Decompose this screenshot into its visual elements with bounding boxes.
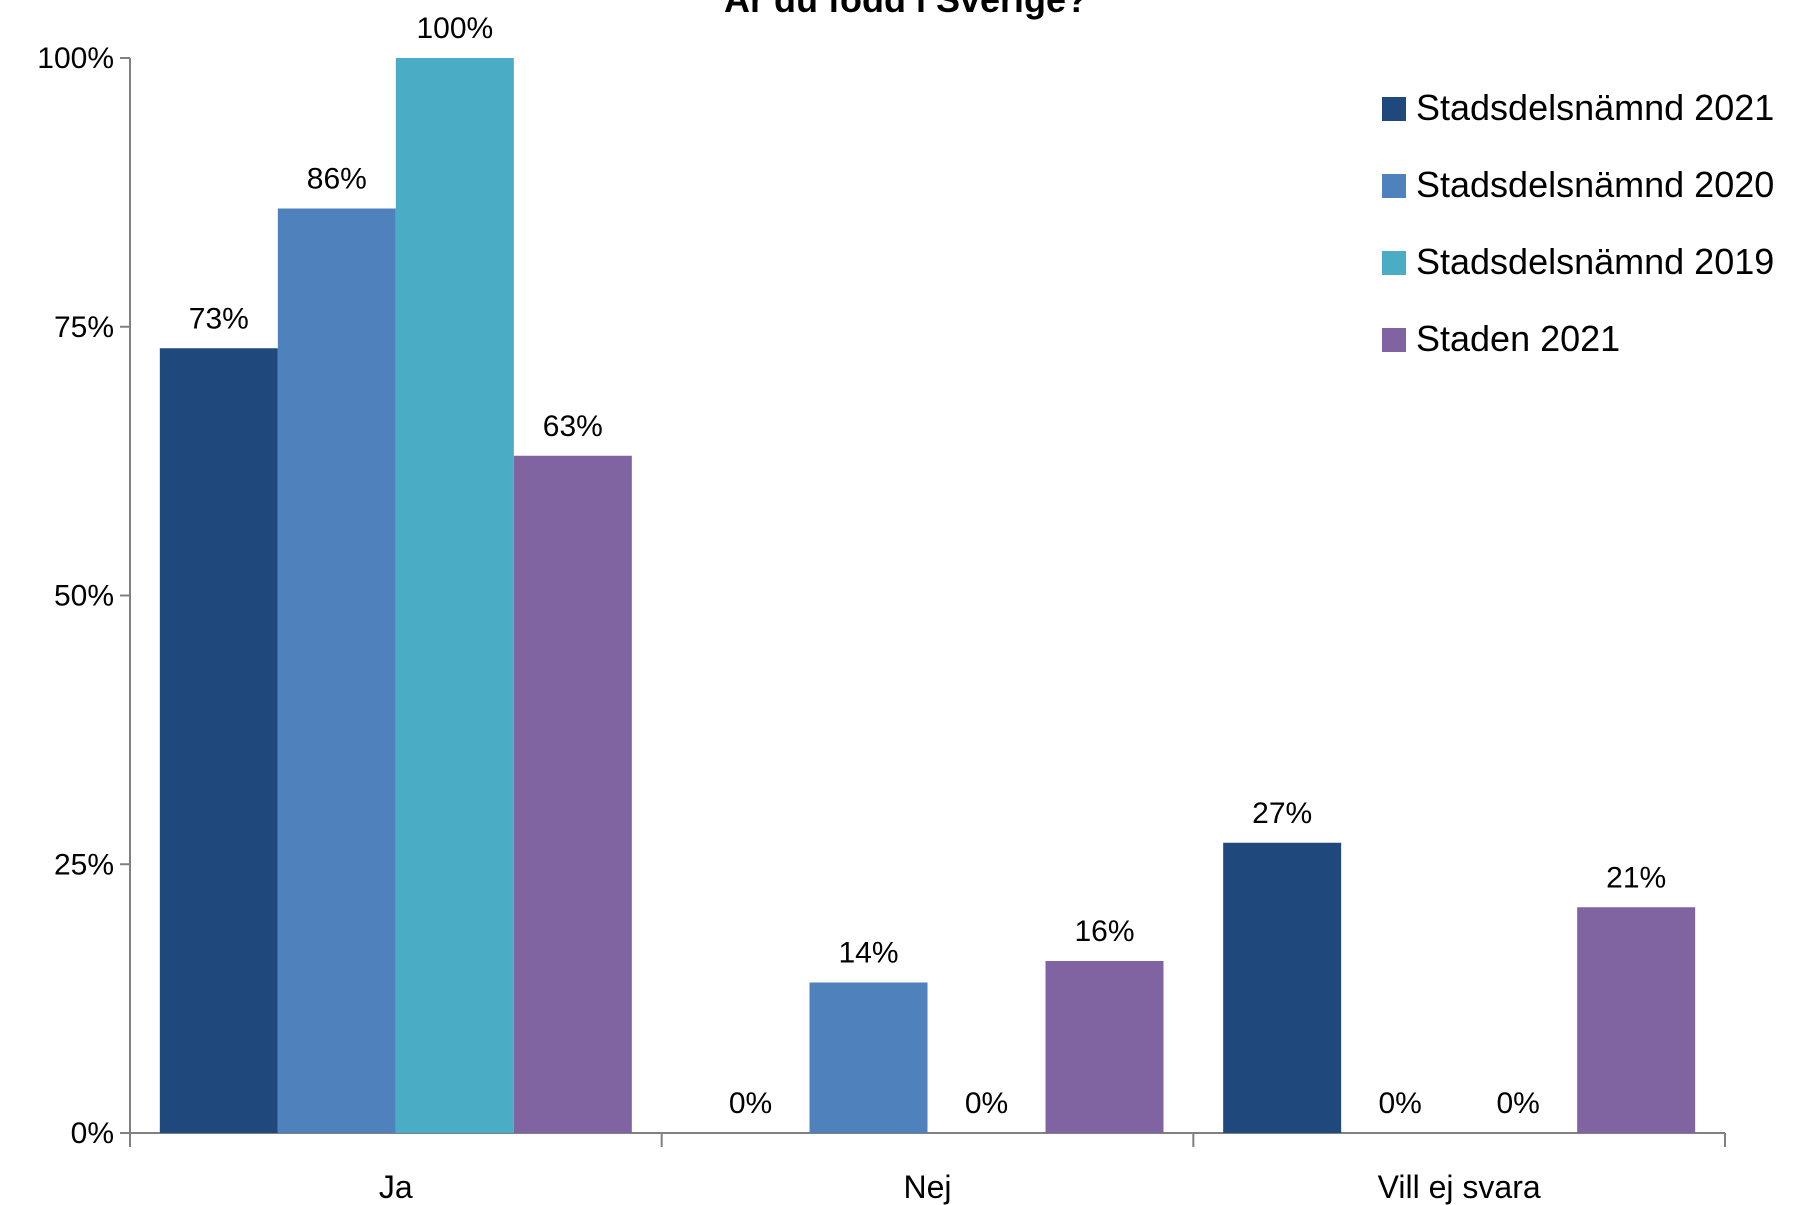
legend-label: Stadsdelsnämnd 2020 — [1416, 164, 1774, 205]
bar — [809, 982, 928, 1133]
x-category-label: Nej — [903, 1169, 951, 1205]
bar — [1045, 961, 1164, 1133]
data-label: 16% — [1074, 915, 1134, 948]
data-label: 14% — [838, 937, 898, 970]
bar — [1577, 907, 1696, 1133]
bar — [277, 208, 396, 1133]
y-tick-label: 0% — [71, 1117, 114, 1150]
data-label: 0% — [1378, 1087, 1421, 1120]
legend-swatch — [1382, 328, 1406, 352]
legend-label: Staden 2021 — [1416, 318, 1620, 359]
data-label: 86% — [307, 163, 367, 196]
bar — [395, 58, 514, 1133]
data-label: 0% — [729, 1087, 772, 1120]
bars: 73% 86% 100% 63% 0% 14% 0% 16% 27% 0% 0% 21% — [159, 12, 1696, 1133]
data-label: 0% — [1496, 1087, 1539, 1120]
legend: Stadsdelsnämnd 2021 Stadsdelsnämnd 2020 St… — [1382, 87, 1774, 359]
legend-label: Stadsdelsnämnd 2021 — [1416, 87, 1774, 128]
y-tick-label: 25% — [54, 848, 114, 881]
chart-title: Är du född i Sverige? — [724, 0, 1088, 20]
legend-swatch — [1382, 174, 1406, 198]
x-category-label: Ja — [379, 1169, 413, 1205]
data-label: 73% — [189, 302, 249, 335]
legend-swatch — [1382, 251, 1406, 275]
data-label: 27% — [1252, 797, 1312, 830]
bar — [513, 455, 632, 1133]
y-tick-label: 50% — [54, 580, 114, 613]
legend-label: Stadsdelsnämnd 2019 — [1416, 241, 1774, 282]
legend-swatch — [1382, 97, 1406, 121]
data-label: 100% — [416, 12, 493, 45]
data-label: 63% — [543, 410, 603, 443]
bar — [1223, 842, 1342, 1133]
data-label: 0% — [965, 1087, 1008, 1120]
y-tick-label: 75% — [54, 311, 114, 344]
y-tick-label: 100% — [37, 42, 114, 75]
data-label: 21% — [1606, 861, 1666, 894]
x-category-label: Vill ej svara — [1378, 1169, 1541, 1205]
bar — [159, 348, 278, 1133]
